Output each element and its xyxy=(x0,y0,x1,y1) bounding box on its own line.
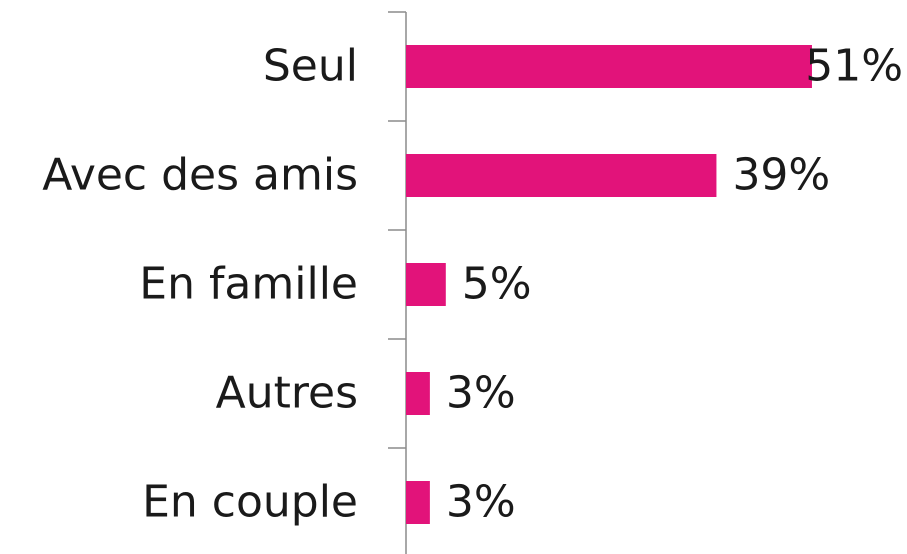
data-label: 3% xyxy=(446,477,516,528)
data-label: 5% xyxy=(462,259,532,310)
data-label: 51% xyxy=(805,41,903,92)
category-label: En famille xyxy=(139,259,358,310)
bar xyxy=(406,372,430,415)
bar xyxy=(406,154,717,197)
category-label: Seul xyxy=(263,41,358,92)
data-label: 3% xyxy=(446,368,516,419)
bar xyxy=(406,481,430,524)
category-label: Autres xyxy=(216,368,358,419)
bar xyxy=(406,263,446,306)
bar xyxy=(406,45,812,88)
data-label: 39% xyxy=(732,150,830,201)
category-label: Avec des amis xyxy=(42,150,358,201)
category-label: En couple xyxy=(142,477,358,528)
